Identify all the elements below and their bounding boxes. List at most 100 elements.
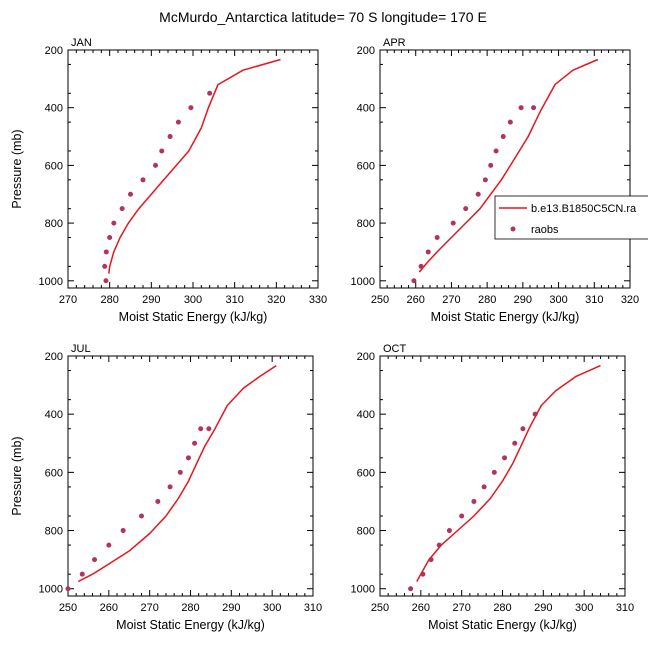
x-tick-label: 270: [452, 602, 470, 614]
raobs-point: [512, 440, 518, 446]
x-tick-label: 290: [142, 294, 160, 306]
legend: b.e13.B1850C5CN.ra raobs: [494, 195, 648, 240]
panel-label: OCT: [383, 343, 407, 355]
raobs-point: [167, 484, 173, 490]
raobs-point: [507, 119, 513, 125]
raobs-point: [107, 235, 113, 241]
x-tick-label: 280: [181, 602, 199, 614]
x-tick-label: 300: [549, 294, 567, 306]
raobs-point: [177, 469, 183, 475]
raobs-point: [103, 278, 109, 284]
x-tick-label: 310: [585, 294, 603, 306]
raobs-point: [79, 571, 85, 577]
panel-label: APR: [383, 37, 406, 49]
raobs-point: [185, 455, 191, 461]
x-tick-label: 250: [371, 602, 389, 614]
x-tick-label: 270: [442, 294, 460, 306]
y-tick-label: 400: [45, 409, 63, 421]
y-axis-title: Pressure (mb): [10, 129, 24, 208]
x-tick-label: 310: [304, 602, 322, 614]
raobs-point: [198, 426, 204, 432]
x-tick-label: 260: [412, 602, 430, 614]
y-tick-label: 600: [45, 160, 63, 172]
raobs-point: [482, 177, 488, 183]
x-axis-title: Moist Static Energy (kJ/kg): [428, 618, 577, 632]
raobs-point: [128, 191, 133, 197]
panel-label: JAN: [71, 37, 92, 49]
raobs-point: [167, 134, 173, 140]
raobs-point: [488, 162, 494, 168]
series-line-model: [108, 58, 281, 274]
plot-frame: [379, 355, 626, 597]
raobs-point: [434, 235, 440, 241]
raobs-point: [425, 249, 431, 255]
y-tick-label: 1000: [351, 584, 375, 596]
raobs-point: [450, 220, 456, 226]
raobs-point: [531, 105, 537, 111]
series-line-model: [416, 364, 601, 582]
y-tick-label: 400: [357, 103, 375, 115]
raobs-point: [446, 528, 452, 534]
raobs-point: [139, 513, 144, 519]
x-axis-title: Moist Static Energy (kJ/kg): [431, 310, 580, 324]
panel-jul: 250 260 270 280 290 300 310 200 400 600 800 1000 JUL…: [10, 343, 322, 632]
y-tick-label: 600: [357, 160, 375, 172]
x-tick-label: 290: [222, 602, 240, 614]
x-tick-label: 320: [267, 294, 285, 306]
y-tick-label: 200: [45, 351, 63, 363]
raobs-point: [502, 455, 508, 461]
y-tick-label: 800: [45, 526, 63, 538]
raobs-point: [475, 191, 481, 197]
x-tick-label: 250: [371, 294, 389, 306]
raobs-point: [207, 90, 213, 96]
raobs-point: [463, 206, 469, 212]
x-tick-label: 290: [514, 294, 532, 306]
series-line-model: [418, 58, 599, 273]
y-tick-label: 1000: [39, 584, 63, 596]
raobs-point: [106, 542, 112, 548]
raobs-point: [436, 542, 442, 548]
panel-label: JUL: [71, 343, 91, 355]
raobs-point: [92, 557, 98, 563]
raobs-point: [500, 134, 506, 140]
x-tick-label: 280: [493, 602, 511, 614]
x-tick-label: 300: [575, 602, 593, 614]
raobs-point: [471, 498, 477, 504]
y-tick-label: 400: [357, 409, 375, 421]
y-tick-label: 600: [45, 467, 63, 479]
raobs-point: [140, 177, 146, 183]
raobs-point: [175, 119, 181, 125]
legend-label-model: b.e13.B1850C5CN.ra: [531, 203, 637, 215]
main-title: McMurdo_Antarctica latitude= 70 S longit…: [159, 9, 487, 25]
raobs-point: [65, 586, 71, 592]
raobs-point: [111, 220, 117, 226]
x-tick-label: 310: [616, 602, 634, 614]
x-tick-label: 320: [621, 294, 639, 306]
x-tick-label: 270: [140, 602, 158, 614]
raobs-point: [428, 557, 434, 563]
y-axis-title: Pressure (mb): [10, 436, 24, 515]
raobs-point: [188, 105, 194, 111]
raobs-point: [493, 148, 499, 154]
raobs-point: [155, 498, 161, 504]
raobs-point: [153, 162, 158, 168]
x-tick-label: 310: [225, 294, 243, 306]
x-axis-title: Moist Static Energy (kJ/kg): [119, 310, 268, 324]
x-tick-label: 300: [263, 602, 281, 614]
series-line-model: [77, 364, 277, 583]
y-tick-label: 800: [357, 218, 375, 230]
y-tick-label: 1000: [351, 276, 375, 288]
x-tick-label: 260: [100, 602, 118, 614]
raobs-point: [518, 105, 524, 111]
raobs-point: [411, 278, 417, 284]
x-axis-title: Moist Static Energy (kJ/kg): [116, 618, 265, 632]
raobs-point: [159, 148, 165, 154]
raobs-point: [532, 411, 538, 417]
y-tick-label: 800: [45, 218, 63, 230]
legend-marker-swatch: [510, 226, 516, 232]
legend-label-raobs: raobs: [531, 224, 559, 236]
raobs-point: [420, 571, 426, 577]
x-tick-label: 280: [100, 294, 118, 306]
x-tick-label: 270: [59, 294, 77, 306]
